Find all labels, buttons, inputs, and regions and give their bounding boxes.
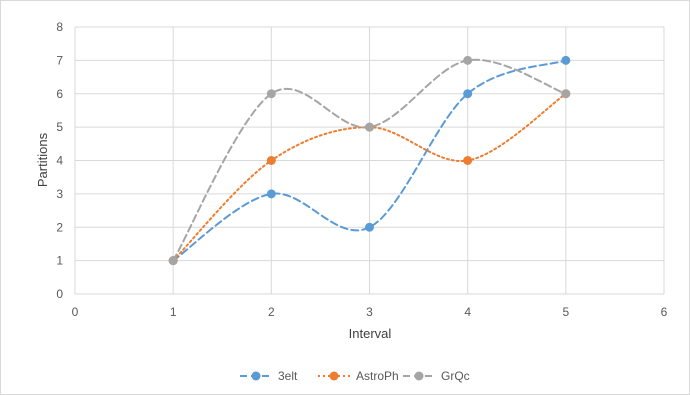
x-tick-label: 1 [170,305,177,319]
legend: 3elt AstroPh GrQc [240,369,470,383]
x-axis-title: Interval [349,326,392,341]
x-tick-label: 4 [464,305,471,319]
y-tick-label: 2 [56,220,63,234]
legend-label: 3elt [278,369,298,383]
data-point-grqc [561,89,571,99]
data-points [168,55,571,266]
legend-marker [251,371,261,381]
legend-label: GrQc [441,369,470,383]
y-axis-ticks: 0 1 2 3 4 5 6 7 8 [56,20,63,301]
data-point-grqc [365,122,374,132]
data-point-3elt [266,189,276,199]
y-tick-label: 1 [56,254,63,268]
legend-label: AstroPh [356,369,399,383]
data-point-astroph [463,156,473,165]
x-axis-ticks: 0 1 2 3 4 5 6 [72,305,668,319]
data-point-3elt [463,89,473,99]
legend-marker [329,371,339,381]
y-tick-label: 5 [56,120,63,134]
x-tick-label: 5 [562,305,569,319]
legend-marker [414,371,424,381]
x-tick-label: 3 [366,305,373,319]
data-point-astroph [266,156,276,165]
y-tick-label: 6 [56,87,63,101]
series-line-grqc [172,58,567,262]
y-axis-title: Partitions [35,132,50,187]
legend-item-3elt: 3elt [240,369,298,383]
y-tick-label: 4 [56,154,63,168]
y-tick-label: 3 [56,187,63,201]
gridlines [74,26,665,295]
x-tick-label: 2 [268,305,275,319]
y-tick-label: 7 [56,53,63,67]
data-point-3elt [365,222,374,232]
x-tick-label: 0 [72,305,79,319]
x-tick-label: 6 [661,305,668,319]
y-tick-label: 8 [56,20,63,34]
y-tick-label: 0 [56,287,63,301]
data-point-3elt [561,55,571,65]
data-point-grqc [168,256,178,266]
legend-item-grqc: GrQc [403,369,470,383]
data-point-grqc [463,55,473,65]
data-point-grqc [266,89,276,99]
legend-item-astroph: AstroPh [318,369,399,383]
